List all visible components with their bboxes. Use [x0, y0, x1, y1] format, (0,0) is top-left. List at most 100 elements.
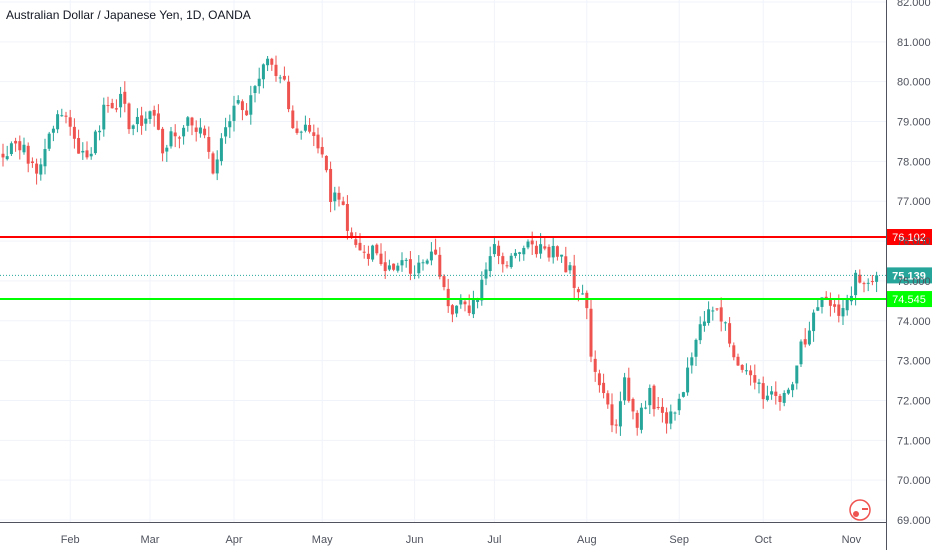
- candle[interactable]: [345, 203, 349, 231]
- candle[interactable]: [858, 274, 862, 283]
- candle[interactable]: [522, 247, 526, 255]
- candle[interactable]: [236, 100, 240, 104]
- candle[interactable]: [753, 375, 757, 383]
- candle[interactable]: [81, 150, 85, 153]
- candle[interactable]: [232, 105, 236, 121]
- candle[interactable]: [140, 115, 144, 126]
- candle[interactable]: [240, 101, 244, 111]
- candle[interactable]: [358, 242, 362, 251]
- candle[interactable]: [68, 117, 72, 127]
- candle[interactable]: [765, 395, 769, 400]
- candle[interactable]: [30, 161, 34, 164]
- candle[interactable]: [463, 301, 467, 305]
- candle[interactable]: [476, 299, 480, 302]
- candle[interactable]: [761, 383, 765, 400]
- candle[interactable]: [702, 321, 706, 326]
- candle[interactable]: [438, 254, 442, 277]
- candle[interactable]: [501, 256, 505, 265]
- candle[interactable]: [681, 392, 685, 397]
- candle[interactable]: [266, 58, 270, 66]
- candle[interactable]: [560, 254, 564, 257]
- candle[interactable]: [786, 389, 790, 394]
- candles[interactable]: [1, 55, 879, 436]
- candle[interactable]: [329, 168, 333, 202]
- candle[interactable]: [757, 382, 761, 384]
- candle[interactable]: [35, 163, 39, 174]
- candle[interactable]: [312, 132, 316, 136]
- candle[interactable]: [366, 253, 370, 259]
- candle[interactable]: [261, 64, 265, 80]
- candle[interactable]: [455, 305, 459, 314]
- candle[interactable]: [795, 365, 799, 384]
- candle[interactable]: [723, 322, 727, 324]
- candle[interactable]: [698, 324, 702, 341]
- candle[interactable]: [719, 307, 723, 322]
- candle[interactable]: [383, 262, 387, 272]
- candle[interactable]: [211, 153, 215, 174]
- candle[interactable]: [635, 412, 639, 428]
- candle[interactable]: [26, 145, 30, 164]
- candle[interactable]: [459, 299, 463, 305]
- candle[interactable]: [744, 370, 748, 372]
- candle[interactable]: [421, 262, 425, 264]
- candle[interactable]: [518, 252, 522, 254]
- candle[interactable]: [64, 115, 68, 117]
- candle[interactable]: [337, 192, 341, 200]
- candle[interactable]: [228, 121, 232, 128]
- candle[interactable]: [89, 153, 93, 157]
- candle[interactable]: [387, 265, 391, 270]
- candle[interactable]: [627, 377, 631, 401]
- candle[interactable]: [203, 128, 207, 136]
- candle[interactable]: [791, 384, 795, 391]
- candle[interactable]: [606, 393, 610, 405]
- candle[interactable]: [148, 111, 152, 119]
- candle[interactable]: [543, 246, 547, 249]
- candle[interactable]: [215, 159, 219, 174]
- candle[interactable]: [572, 265, 576, 288]
- candle[interactable]: [492, 244, 496, 255]
- candle[interactable]: [224, 127, 228, 137]
- candle[interactable]: [324, 155, 328, 171]
- candle[interactable]: [408, 259, 412, 274]
- candle[interactable]: [564, 256, 568, 273]
- candle[interactable]: [51, 128, 55, 133]
- candle[interactable]: [22, 144, 26, 153]
- candle[interactable]: [816, 307, 820, 311]
- candle[interactable]: [194, 127, 198, 132]
- candle[interactable]: [282, 75, 286, 80]
- candle[interactable]: [631, 399, 635, 412]
- candle[interactable]: [295, 128, 299, 133]
- candle[interactable]: [509, 255, 513, 268]
- candle[interactable]: [198, 127, 202, 134]
- candle[interactable]: [396, 265, 400, 271]
- candle[interactable]: [429, 251, 433, 261]
- candle[interactable]: [186, 117, 190, 126]
- candle[interactable]: [803, 339, 807, 345]
- candle[interactable]: [778, 395, 782, 403]
- candle[interactable]: [467, 305, 471, 314]
- candle[interactable]: [652, 385, 656, 410]
- candle[interactable]: [110, 102, 114, 109]
- candle[interactable]: [354, 239, 358, 245]
- candle[interactable]: [442, 276, 446, 288]
- candle[interactable]: [287, 81, 291, 110]
- candle[interactable]: [47, 133, 51, 149]
- candle[interactable]: [219, 138, 223, 162]
- candle[interactable]: [644, 407, 648, 409]
- candle[interactable]: [480, 279, 484, 301]
- candle[interactable]: [72, 126, 76, 139]
- candle[interactable]: [375, 244, 379, 254]
- candle[interactable]: [392, 263, 396, 270]
- candle[interactable]: [774, 391, 778, 396]
- candle[interactable]: [614, 424, 618, 426]
- candle[interactable]: [799, 341, 803, 365]
- candle[interactable]: [417, 262, 421, 274]
- candle[interactable]: [812, 312, 816, 332]
- candle[interactable]: [43, 149, 47, 167]
- candle[interactable]: [870, 281, 874, 283]
- candle[interactable]: [144, 118, 148, 124]
- candle[interactable]: [270, 58, 274, 65]
- candle[interactable]: [320, 146, 324, 155]
- candle[interactable]: [450, 305, 454, 315]
- candle[interactable]: [257, 78, 261, 87]
